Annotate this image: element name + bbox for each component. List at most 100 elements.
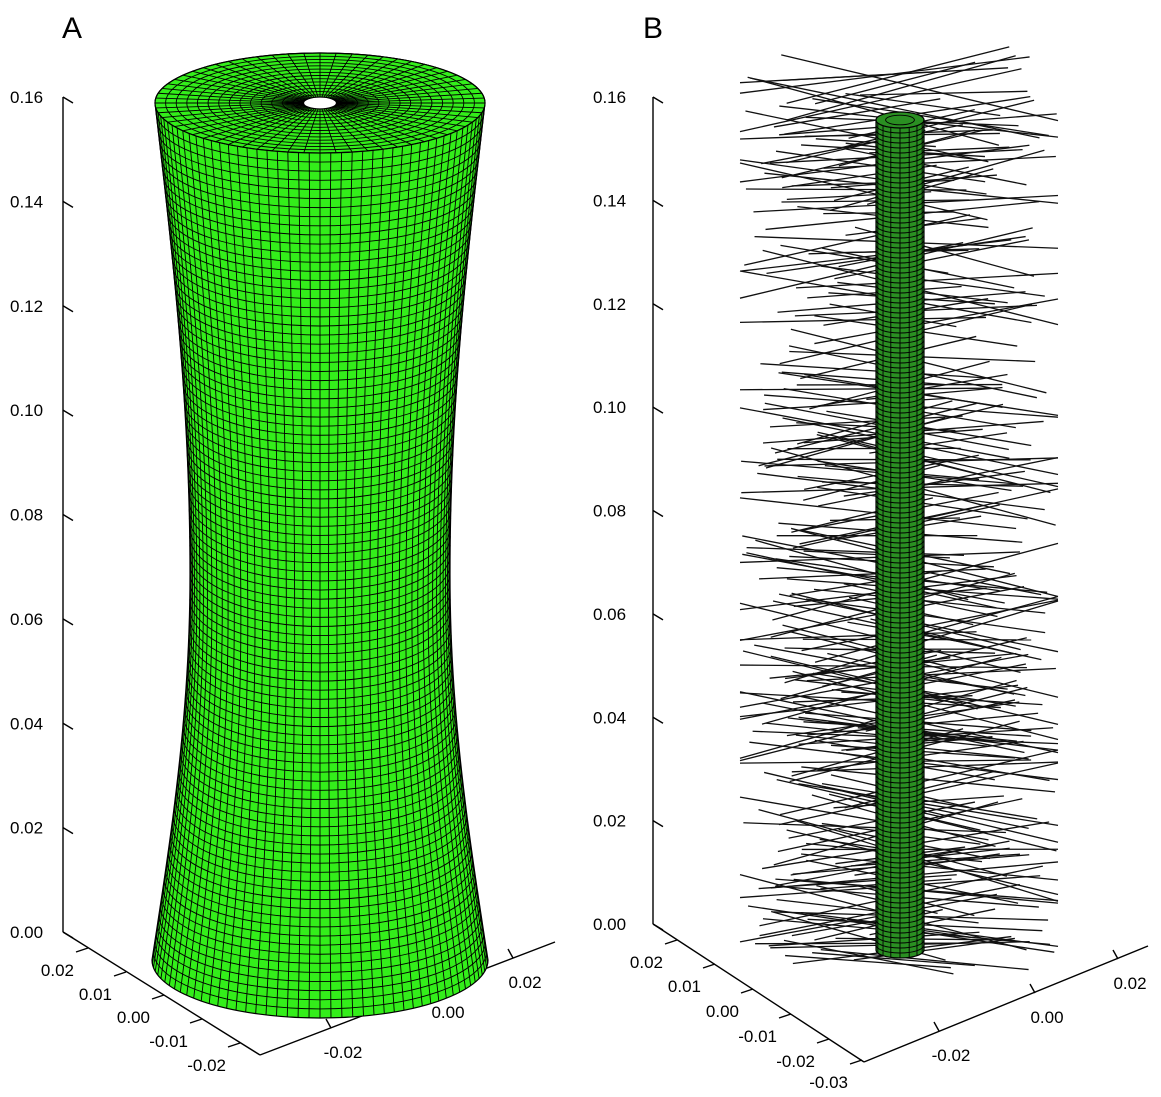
fiber [791, 179, 955, 187]
mesh-meridian [255, 149, 271, 1014]
vertical-tick-mark [652, 303, 664, 311]
cap-spoke [174, 78, 306, 102]
vertical-tick-mark [62, 96, 74, 104]
base-tick-label: 0.02 [1113, 974, 1146, 993]
base-tick-mark [325, 1018, 332, 1029]
mesh-meridian [369, 149, 385, 1014]
vertical-tick-mark [652, 96, 664, 104]
vertical-tick-label: 0.14 [593, 191, 626, 210]
cap-spoke [330, 106, 425, 143]
cap-spoke [155, 97, 304, 103]
mesh-meridian [193, 135, 223, 999]
fiber [845, 92, 1001, 117]
cap-spoke [328, 61, 412, 100]
fiber [837, 99, 1035, 150]
base-tick-label: 0.01 [668, 977, 701, 996]
fiber [823, 155, 1056, 169]
mesh-meridian [265, 150, 279, 1015]
fiber [801, 766, 1056, 793]
vertical-tick-label: 0.16 [10, 88, 43, 107]
fiber [745, 110, 989, 163]
base-tick-mark [189, 1018, 203, 1024]
vertical-tick-label: 0.10 [10, 401, 43, 420]
cap-spoke [335, 104, 473, 123]
cap-spoke [336, 103, 485, 109]
vertical-tick-mark [62, 722, 74, 730]
cap-spoke [192, 70, 308, 101]
vertical-tick-mark [652, 820, 664, 828]
base-tick-mark [849, 1059, 863, 1065]
mesh-meridian [422, 133, 454, 996]
cylinder-cap-ring [885, 114, 915, 126]
fiber [782, 624, 957, 670]
base-tick-label: -0.02 [187, 1056, 226, 1075]
mesh-meridian [391, 144, 414, 1009]
fiber [781, 54, 1059, 122]
mesh-meridian [151, 106, 191, 964]
mesh-meridian [217, 142, 242, 1007]
fiber [797, 400, 953, 445]
cap-spoke [215, 106, 310, 143]
vertical-tick-label: 0.06 [593, 605, 626, 624]
fiber [759, 568, 986, 580]
vertical-tick-label: 0.10 [593, 398, 626, 417]
panel-b-label: B [643, 12, 663, 45]
base-tick-label: 0.02 [630, 953, 663, 972]
cap-spoke [331, 67, 437, 100]
fiber [821, 782, 1038, 820]
cap-spoke [321, 107, 337, 153]
cap-spoke [162, 88, 305, 102]
panel-b-left-ticks: 0.02 0.01 0.00 -0.01 -0.02 -0.03 [630, 939, 863, 1092]
mesh-meridian [432, 127, 466, 990]
mesh-meridian [174, 127, 208, 990]
cap-spoke [335, 88, 478, 102]
cap-spoke [155, 103, 304, 109]
fiber [744, 214, 971, 266]
fiber [769, 415, 963, 428]
panel-a-hyperboloid [151, 52, 489, 1019]
cap-spoke [327, 58, 399, 99]
fiber [801, 853, 1059, 881]
vertical-tick-mark [62, 618, 74, 626]
fiber [820, 949, 1029, 971]
base-tick-label: -0.01 [738, 1027, 777, 1046]
mesh-meridian [336, 152, 343, 1018]
fiber [800, 911, 1059, 948]
cap-spoke [271, 107, 316, 152]
vertical-tick-label: 0.06 [10, 610, 43, 629]
panel-b-right-base-axis [863, 945, 1149, 1063]
vertical-tick-mark [652, 406, 664, 414]
base-tick-mark [816, 1038, 830, 1044]
cap-spoke [336, 92, 482, 103]
panel-b: B 0.000.020.040.060.080.100.120.140.16 0… [593, 12, 1149, 1092]
base-tick-label: 0.02 [508, 973, 541, 992]
vertical-tick-label: 0.00 [593, 915, 626, 934]
fiber [795, 820, 1059, 902]
cap-spoke [228, 61, 312, 100]
mesh-meridian [308, 152, 312, 1018]
central-hole [302, 96, 338, 110]
fiber [829, 793, 1057, 852]
panel-a-left-base-axis [62, 931, 261, 1056]
fiber [739, 692, 1001, 709]
mesh-meridian [152, 109, 192, 968]
cap-spoke [287, 107, 318, 153]
mesh-meridian [405, 140, 432, 1004]
fiber [739, 67, 1009, 84]
mesh-meridian [245, 147, 263, 1013]
mesh-meridian [154, 112, 193, 972]
fiber [793, 878, 1059, 904]
vertical-tick-mark [62, 409, 74, 417]
mesh-meridian [447, 112, 486, 972]
base-tick-mark [664, 939, 678, 945]
vertical-tick-label: 0.16 [593, 88, 626, 107]
mesh-meridian [276, 151, 287, 1017]
cap-spoke [271, 54, 316, 99]
mesh-meridian [208, 140, 235, 1004]
fiber [793, 694, 1059, 754]
base-tick-mark [778, 1013, 792, 1019]
fiber [739, 316, 987, 324]
fiber [812, 952, 975, 967]
cap-spoke [324, 54, 369, 99]
